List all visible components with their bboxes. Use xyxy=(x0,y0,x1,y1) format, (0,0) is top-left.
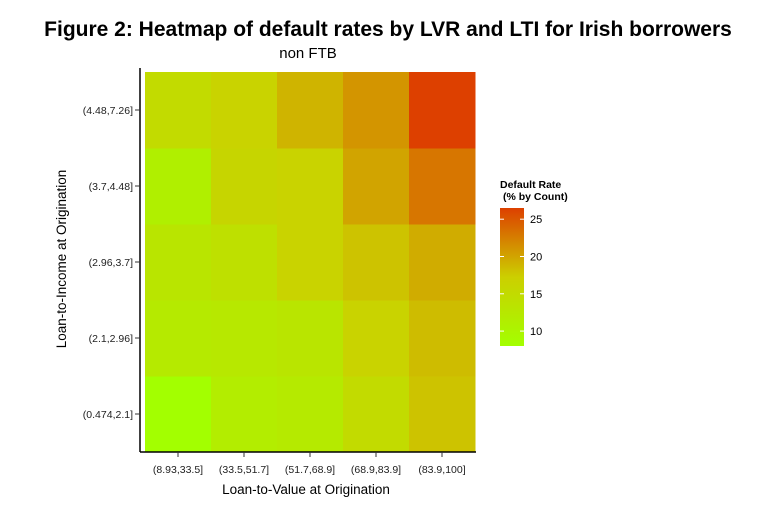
legend-tick-label: 15 xyxy=(530,289,542,301)
x-tick-label: (33.5,51.7] xyxy=(219,464,269,476)
legend-tick-label: 25 xyxy=(530,214,542,226)
heatmap-cell xyxy=(343,72,410,149)
legend-tick-label: 10 xyxy=(530,326,542,338)
heatmap-cell xyxy=(145,376,212,453)
heatmap-cell xyxy=(145,148,212,225)
heatmap-cell xyxy=(145,300,212,377)
x-tick-label: (68.9,83.9] xyxy=(351,464,401,476)
y-tick-label: (0.474,2.1] xyxy=(83,409,133,421)
legend-tick-label: 20 xyxy=(530,251,542,263)
heatmap-cell xyxy=(343,224,410,301)
y-tick-label: (4.48,7.26] xyxy=(83,105,133,117)
heatmap-cells xyxy=(145,72,476,453)
x-tick-label: (83.9,100] xyxy=(418,464,465,476)
heatmap-cell xyxy=(343,148,410,225)
heatmap-cell xyxy=(277,300,344,377)
heatmap-cell xyxy=(277,376,344,453)
x-tick-label: (8.93,33.5] xyxy=(153,464,203,476)
heatmap-cell xyxy=(343,376,410,453)
y-tick-label: (3.7,4.48] xyxy=(89,181,133,193)
heatmap-cell xyxy=(211,72,278,149)
heatmap-cell xyxy=(211,376,278,453)
heatmap-cell xyxy=(277,224,344,301)
heatmap-cell xyxy=(409,224,476,301)
heatmap-cell xyxy=(211,300,278,377)
x-tick-label: (51.7,68.9] xyxy=(285,464,335,476)
legend: Default Rate (% by Count) 10 15 20 25 xyxy=(500,179,568,346)
x-axis-ticks: (8.93,33.5] (33.5,51.7] (51.7,68.9] (68.9,8… xyxy=(153,452,466,476)
chart-subtitle: non FTB xyxy=(279,45,337,62)
heatmap-cell xyxy=(277,72,344,149)
y-tick-label: (2.96,3.7] xyxy=(89,257,133,269)
heatmap-cell xyxy=(211,148,278,225)
heatmap-cell xyxy=(343,300,410,377)
legend-colorbar xyxy=(500,208,524,346)
heatmap-cell xyxy=(409,376,476,453)
heatmap-cell xyxy=(145,72,212,149)
heatmap-cell xyxy=(277,148,344,225)
legend-title-line2: (% by Count) xyxy=(503,191,568,203)
heatmap-cell xyxy=(145,224,212,301)
figure-title: Figure 2: Heatmap of default rates by LV… xyxy=(44,18,732,41)
y-axis-label: Loan-to-Income at Origination xyxy=(54,170,69,349)
heatmap-cell xyxy=(211,224,278,301)
y-tick-label: (2.1,2.96] xyxy=(89,333,133,345)
heatmap-cell xyxy=(409,72,476,149)
y-axis-ticks: (0.474,2.1] (2.1,2.96] (2.96,3.7] (3.7,4.48… xyxy=(83,105,140,421)
legend-title-line1: Default Rate xyxy=(500,179,561,191)
heatmap-cell xyxy=(409,300,476,377)
legend-ticks: 10 15 20 25 xyxy=(500,214,542,338)
x-axis-label: Loan-to-Value at Origination xyxy=(222,482,390,497)
heatmap-cell xyxy=(409,148,476,225)
